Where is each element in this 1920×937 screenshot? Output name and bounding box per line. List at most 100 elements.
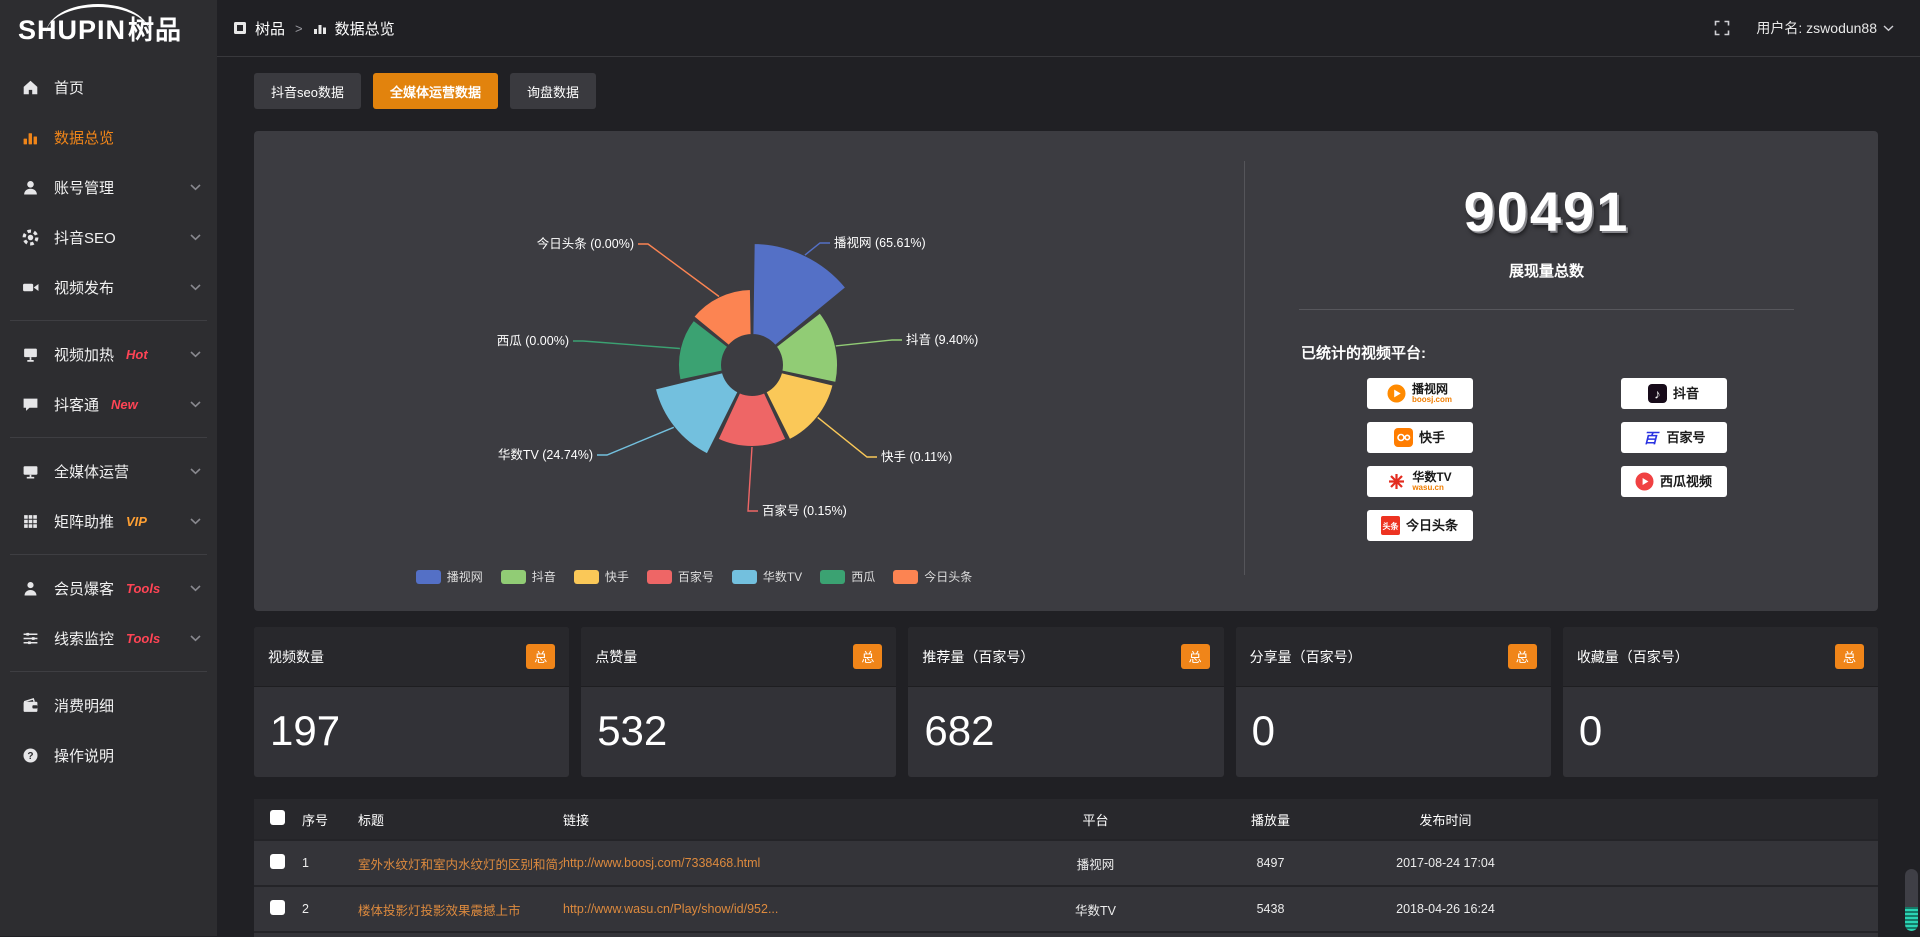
sidebar-item-account-management[interactable]: 账号管理: [0, 162, 217, 212]
legend-item[interactable]: 快手: [574, 568, 629, 585]
legend-item[interactable]: 百家号: [647, 568, 714, 585]
row-publish-time: 2017-08-24 17:04: [1358, 856, 1533, 870]
stat-card-value: 682: [908, 687, 1223, 755]
platform-chip-douyin[interactable]: ♪ 抖音: [1621, 378, 1727, 409]
total-impressions-value: 90491: [1464, 179, 1630, 244]
sidebar-item-lead-monitoring[interactable]: 线索监控 Tools: [0, 613, 217, 663]
kuaishou-logo-icon: [1394, 428, 1413, 447]
sidebar-item-consumption-details[interactable]: 消费明细: [0, 680, 217, 730]
row-checkbox[interactable]: [270, 900, 285, 915]
pie-label-line: [818, 417, 877, 457]
platform-chip-xigua[interactable]: 西瓜视频: [1621, 466, 1727, 497]
pie-label: 华数TV (24.74%): [498, 447, 593, 462]
wasu-logo-icon: [1387, 472, 1406, 491]
sidebar-item-video-publish[interactable]: 视频发布: [0, 262, 217, 312]
legend-swatch: [820, 570, 845, 584]
tools-badge: Tools: [126, 581, 160, 596]
legend-swatch: [732, 570, 757, 584]
platform-domain: wasu.cn: [1412, 484, 1444, 492]
chevron-down-icon: [190, 351, 201, 358]
home-icon: [22, 79, 39, 96]
stat-cards: 视频数量总 197 点赞量总 532 推荐量（百家号）总 682 分享量（百家号…: [254, 627, 1878, 777]
tab-inquiry-data[interactable]: 询盘数据: [510, 73, 596, 109]
platform-chip-toutiao[interactable]: 头条 今日头条: [1367, 510, 1473, 541]
stat-card-favorites: 收藏量（百家号）总 0: [1563, 627, 1878, 777]
user-menu[interactable]: 用户名: zswodun88: [1756, 18, 1894, 38]
row-views: 5438: [1183, 902, 1358, 916]
floating-widget[interactable]: [1905, 869, 1918, 931]
sidebar-item-label: 抖音SEO: [54, 227, 116, 248]
widget-stripes: [1905, 907, 1918, 931]
video-title-link[interactable]: 室外水纹灯和室内水纹灯的区别和简介: [358, 854, 563, 873]
stat-card-likes: 点赞量总 532: [581, 627, 896, 777]
tab-douyin-seo-data[interactable]: 抖音seo数据: [254, 73, 361, 109]
video-camera-icon: [22, 279, 39, 296]
breadcrumb-current[interactable]: 数据总览: [335, 18, 395, 39]
sidebar-item-douketong[interactable]: 抖客通 New: [0, 379, 217, 429]
video-url-link[interactable]: http://www.boosj.com/7338468.html: [563, 856, 1008, 870]
pie-label: 西瓜 (0.00%): [497, 334, 569, 348]
video-url-link[interactable]: http://www.wasu.cn/Play/show/id/952...: [563, 902, 1008, 916]
legend-item[interactable]: 华数TV: [732, 568, 802, 585]
video-table: 序号 标题 链接 平台 播放量 发布时间 1 室外水纹灯和室内水纹灯的区别和简介…: [254, 799, 1878, 937]
app-square-icon: [233, 21, 247, 35]
sidebar-item-omnimedia-operation[interactable]: 全媒体运营: [0, 446, 217, 496]
legend-label: 华数TV: [763, 568, 802, 585]
fullscreen-icon[interactable]: [1714, 20, 1730, 36]
chat-bubble-icon: [22, 396, 39, 413]
sidebar-item-data-overview[interactable]: 数据总览: [0, 112, 217, 162]
question-circle-icon: ?: [22, 747, 39, 764]
row-checkbox[interactable]: [270, 854, 285, 869]
toutiao-logo-icon: 头条: [1381, 516, 1400, 535]
app-logo[interactable]: SHUPIN树品: [0, 0, 217, 57]
sidebar-item-matrix-boost[interactable]: 矩阵助推 VIP: [0, 496, 217, 546]
select-all-checkbox[interactable]: [270, 810, 285, 825]
total-badge[interactable]: 总: [1835, 644, 1864, 669]
stat-card-title: 收藏量（百家号）: [1577, 647, 1689, 667]
platform-domain: boosj.com: [1412, 396, 1452, 404]
sidebar-item-member-baoke[interactable]: 会员爆客 Tools: [0, 563, 217, 613]
video-title-link[interactable]: 楼体投影灯投影效果震撼上市: [358, 900, 563, 919]
stat-card-value: 532: [581, 687, 896, 755]
row-views: 8497: [1183, 856, 1358, 870]
total-badge[interactable]: 总: [853, 644, 882, 669]
breadcrumb-home[interactable]: 树品: [255, 18, 285, 39]
bar-chart-icon: [22, 129, 39, 146]
table-header-row: 序号 标题 链接 平台 播放量 发布时间: [254, 799, 1878, 841]
col-header-platform: 平台: [1008, 810, 1183, 829]
legend-item[interactable]: 今日头条: [893, 568, 972, 585]
username-label: 用户名: zswodun88: [1756, 18, 1877, 38]
data-tabs: 抖音seo数据 全媒体运营数据 询盘数据: [254, 73, 1878, 109]
total-badge[interactable]: 总: [526, 644, 555, 669]
row-platform: 华数TV: [1008, 900, 1183, 919]
sidebar-item-video-heating[interactable]: 视频加热 Hot: [0, 329, 217, 379]
total-badge[interactable]: 总: [1181, 644, 1210, 669]
stat-card-value: 0: [1236, 687, 1551, 755]
legend-swatch: [647, 570, 672, 584]
table-row-partial: [254, 933, 1878, 937]
sidebar-item-label: 全媒体运营: [54, 461, 129, 482]
legend-item[interactable]: 播视网: [416, 568, 483, 585]
legend-item[interactable]: 西瓜: [820, 568, 875, 585]
platform-chip-kuaishou[interactable]: 快手: [1367, 422, 1473, 453]
col-header-time: 发布时间: [1358, 810, 1533, 829]
chevron-down-icon: [190, 234, 201, 241]
menu-divider: [10, 554, 207, 555]
sidebar-item-instructions[interactable]: ? 操作说明: [0, 730, 217, 780]
sidebar-item-douyin-seo[interactable]: 抖音SEO: [0, 212, 217, 262]
new-badge: New: [111, 397, 138, 412]
legend-label: 今日头条: [924, 568, 972, 585]
total-badge[interactable]: 总: [1508, 644, 1537, 669]
mini-bar-chart-icon: [313, 21, 327, 35]
tab-omnimedia-data[interactable]: 全媒体运营数据: [373, 73, 498, 109]
platform-chip-baijiahao[interactable]: 百 百家号: [1621, 422, 1727, 453]
legend-item[interactable]: 抖音: [501, 568, 556, 585]
breadcrumb-separator: >: [295, 21, 303, 36]
col-header-title: 标题: [358, 810, 563, 829]
main-area: 树品 > 数据总览 用户名: zswodun88 抖音seo数据 全媒体运营数据…: [217, 0, 1920, 936]
sidebar-item-home[interactable]: 首页: [0, 62, 217, 112]
